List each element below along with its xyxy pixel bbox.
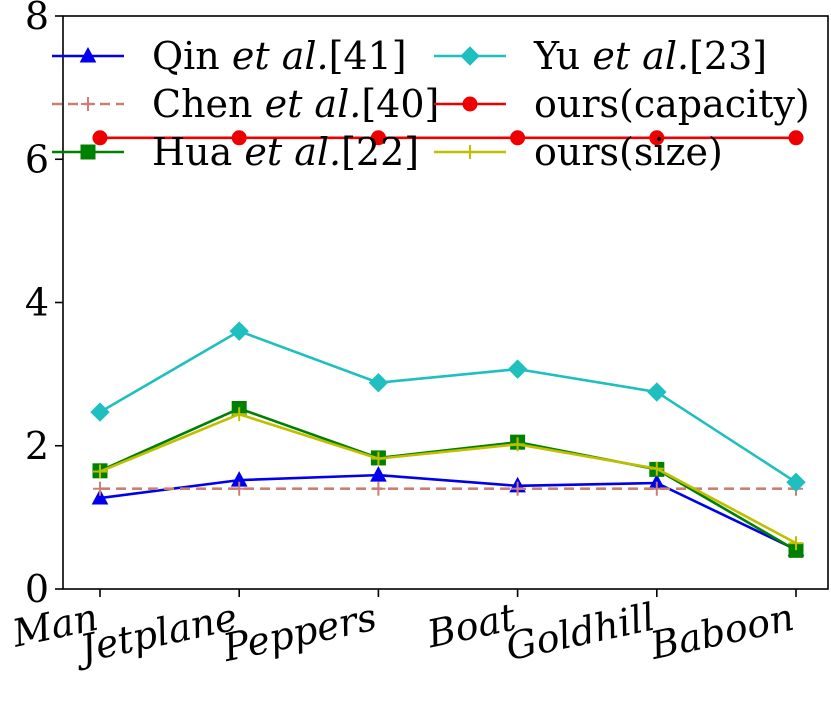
data-point: [507, 359, 528, 379]
data-point: [93, 481, 107, 496]
legend-label-ref: [23]: [689, 34, 767, 78]
legend-label: Hua et al.[22]: [152, 130, 419, 174]
data-point: [370, 466, 387, 482]
legend-marker: [460, 46, 480, 66]
data-point: [368, 373, 389, 393]
data-point: [93, 464, 107, 479]
x-tick-label: Baboon: [646, 595, 798, 668]
legend-label-etal: et al.: [232, 34, 329, 78]
legend-marker: [462, 96, 478, 112]
legend-label-etal: et al.: [244, 130, 341, 174]
series-3: [90, 321, 806, 492]
data-point: [232, 407, 247, 422]
data-point: [510, 437, 525, 452]
legend-label: Qin et al.[41]: [152, 34, 407, 78]
legend-entry-4: ours(capacity): [434, 82, 810, 126]
legend-label-ref: [41]: [329, 34, 407, 78]
data-point: [647, 382, 667, 402]
data-point: [370, 130, 386, 146]
data-point: [92, 130, 108, 146]
legend: Qin et al.[41]Chen et al.[40]Hua et al.[…: [52, 34, 810, 174]
legend-label-main: Chen: [152, 82, 265, 126]
legend-label: ours(size): [534, 130, 723, 174]
legend-label: ours(capacity): [534, 82, 810, 126]
legend-label-etal: et al.: [592, 34, 689, 78]
legend-label-main: ours(size): [534, 130, 723, 174]
legend-marker: [79, 46, 97, 63]
y-tick-label: 6: [25, 137, 49, 181]
legend-entry-3: Yu et al.[23]: [434, 34, 767, 78]
data-point: [649, 461, 664, 476]
data-point: [786, 472, 806, 492]
x-tick-label: Goldhill: [502, 595, 659, 669]
legend-entry-1: Chen et al.[40]: [52, 82, 439, 126]
data-point: [510, 481, 525, 496]
y-tick-label: 4: [25, 281, 49, 325]
data-point: [229, 321, 249, 341]
series-line: [99, 473, 797, 551]
data-point: [232, 481, 247, 496]
data-point: [371, 481, 386, 496]
series-layer: [90, 130, 806, 558]
data-point: [788, 130, 804, 146]
y-tick-label: 2: [25, 424, 49, 468]
series-line: [99, 412, 797, 545]
legend-label-etal: et al.: [265, 82, 362, 126]
data-point: [649, 130, 665, 146]
y-tick-label: 0: [25, 567, 49, 611]
legend-label-main: Hua: [152, 130, 244, 174]
legend-entry-0: Qin et al.[41]: [52, 34, 407, 78]
legend-label-main: Qin: [152, 34, 232, 78]
data-point: [510, 130, 526, 146]
series-line: [99, 407, 797, 552]
x-tick-label: Peppers: [218, 595, 380, 671]
legend-label-main: ours(capacity): [534, 82, 810, 126]
x-tick-label: Jetplane: [69, 595, 241, 673]
legend-marker: [80, 144, 96, 160]
data-point: [91, 488, 109, 505]
legend-label-ref: [40]: [361, 82, 439, 126]
data-point: [90, 402, 110, 422]
data-point: [789, 536, 803, 551]
data-point: [231, 130, 247, 146]
data-point: [371, 451, 386, 466]
y-tick-label: 8: [25, 0, 49, 38]
legend-marker: [463, 145, 477, 159]
data-point: [649, 481, 664, 496]
series-0: [91, 466, 805, 557]
legend-entry-5: ours(size): [434, 130, 723, 174]
legend-label: Chen et al.[40]: [152, 82, 439, 126]
series-5: [93, 407, 803, 551]
series-line: [99, 329, 797, 484]
legend-entry-2: Hua et al.[22]: [52, 130, 419, 174]
legend-marker: [81, 97, 95, 111]
legend-label: Yu et al.[23]: [533, 34, 767, 78]
legend-label-ref: [22]: [341, 130, 419, 174]
legend-label-main: Yu: [533, 34, 592, 78]
series-4: [92, 130, 804, 146]
